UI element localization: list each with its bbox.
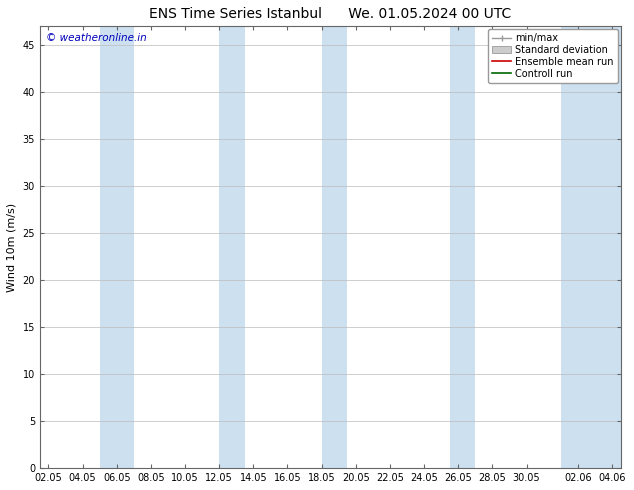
Y-axis label: Wind 10m (m/s): Wind 10m (m/s) [7, 203, 17, 292]
Bar [100, 26, 134, 468]
Bar [321, 26, 347, 468]
Bar [219, 26, 245, 468]
Text: © weatheronline.in: © weatheronline.in [46, 33, 146, 43]
Bar [560, 26, 621, 468]
Title: ENS Time Series Istanbul      We. 01.05.2024 00 UTC: ENS Time Series Istanbul We. 01.05.2024 … [149, 7, 512, 21]
Bar [450, 26, 476, 468]
Legend: min/max, Standard deviation, Ensemble mean run, Controll run: min/max, Standard deviation, Ensemble me… [488, 29, 618, 83]
